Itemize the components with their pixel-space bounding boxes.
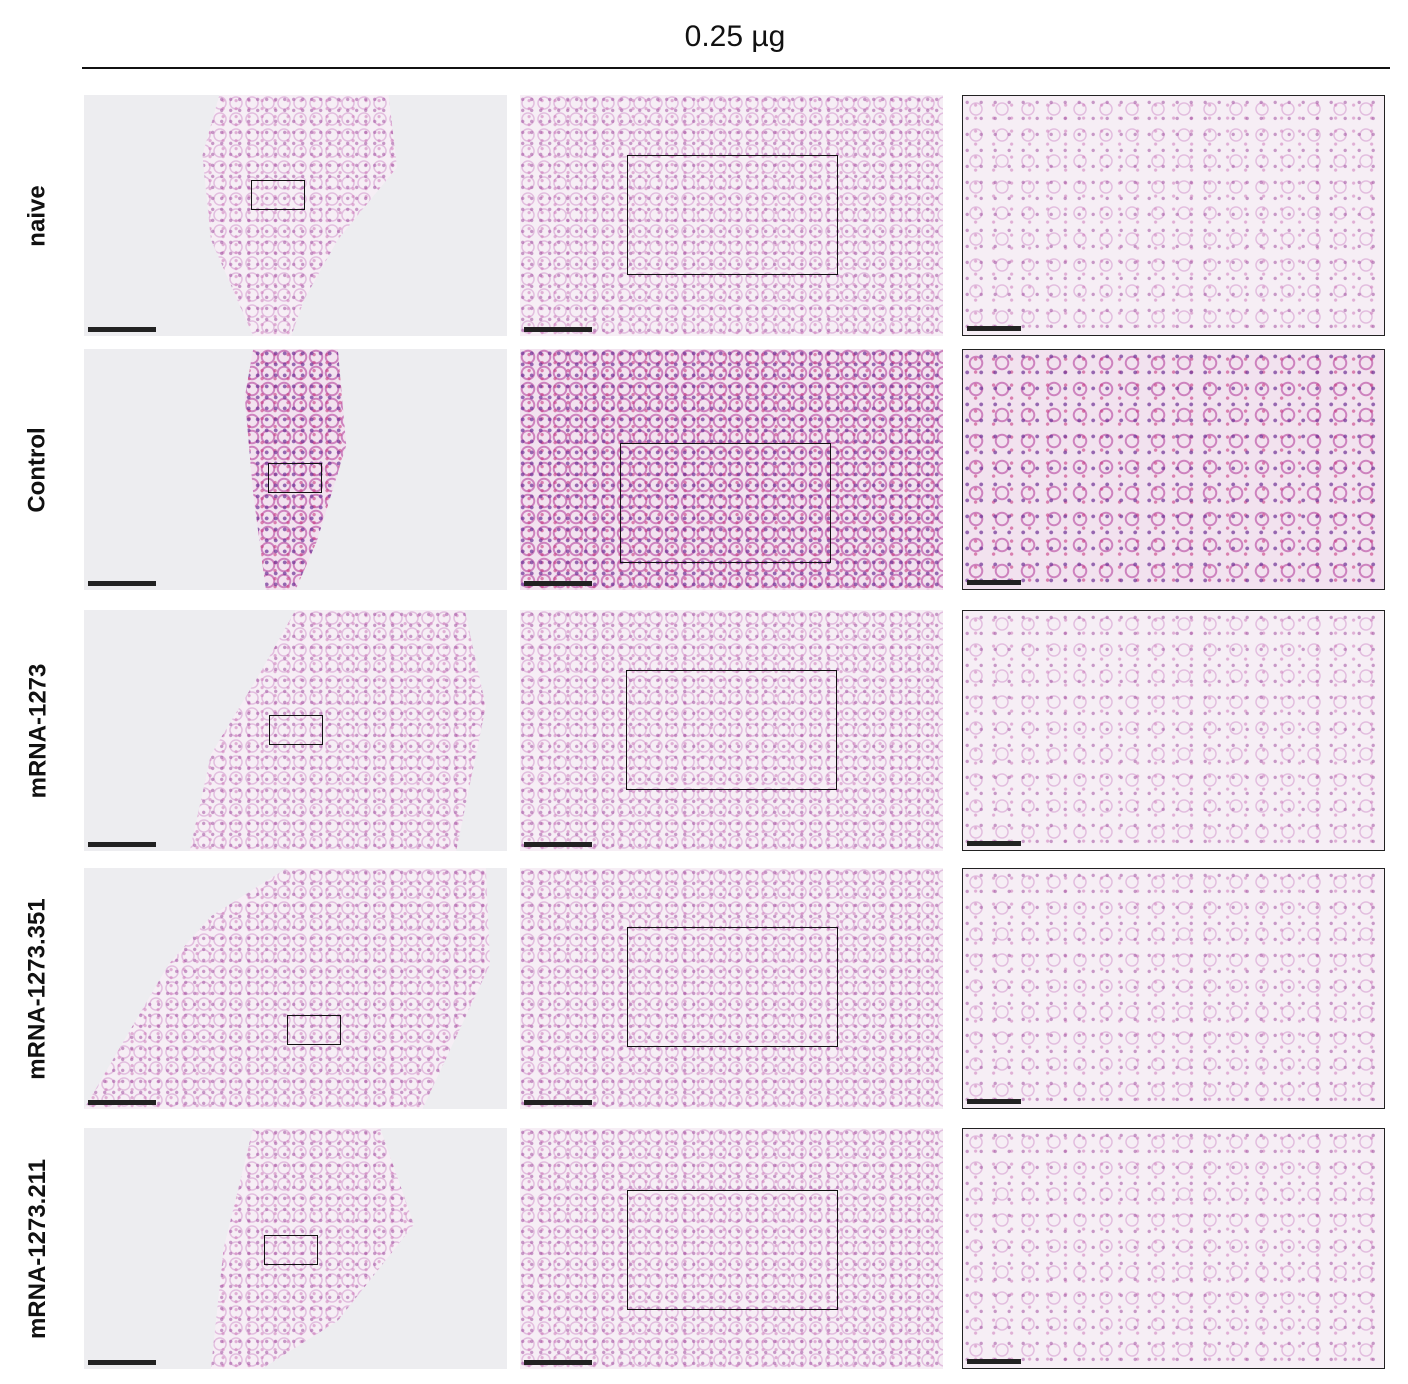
row-label-text: mRNA-1273.351	[24, 897, 51, 1080]
row-label: naive	[10, 95, 66, 336]
scale-bar	[524, 1360, 592, 1365]
micrograph-zoom-2	[962, 349, 1385, 590]
micrograph-zoom-2	[962, 1128, 1385, 1369]
scale-bar	[524, 327, 592, 332]
micrograph-zoom-1	[520, 1128, 943, 1369]
zoom-region-box	[627, 155, 838, 275]
micrograph-zoom-1	[520, 610, 943, 851]
scale-bar	[88, 1100, 156, 1105]
scale-bar	[967, 841, 1021, 846]
scale-bar	[524, 842, 592, 847]
lung-tissue	[202, 95, 398, 336]
micrograph-zoom-1	[520, 95, 943, 336]
zoom-region-box	[264, 1235, 318, 1265]
zoom-region-box	[268, 463, 322, 493]
scale-bar	[88, 842, 156, 847]
zoom-region-box	[627, 927, 838, 1047]
row-label: Control	[10, 349, 66, 590]
micrograph-zoom-2	[962, 868, 1385, 1109]
scale-bar	[88, 581, 156, 586]
lung-tissue	[84, 868, 491, 1109]
zoom-region-box	[627, 1190, 838, 1310]
micrograph-zoom-1	[520, 868, 943, 1109]
scale-bar	[967, 1099, 1021, 1104]
micrograph-zoom-2	[962, 610, 1385, 851]
row-label-text: naive	[24, 184, 51, 247]
scale-bar	[967, 580, 1021, 585]
scale-bar	[524, 581, 592, 586]
zoom-region-box	[269, 715, 323, 745]
micrograph-overview	[84, 349, 507, 590]
scale-bar	[88, 1360, 156, 1365]
lung-tissue	[210, 1128, 414, 1369]
scale-bar	[88, 327, 156, 332]
zoom-region-box	[287, 1015, 341, 1045]
micrograph-zoom-1	[520, 349, 943, 590]
micrograph-overview	[84, 1128, 507, 1369]
scale-bar	[967, 1359, 1021, 1364]
micrograph-overview	[84, 95, 507, 336]
scale-bar	[967, 326, 1021, 331]
scale-bar	[524, 1100, 592, 1105]
dose-title: 0.25 µg	[684, 20, 786, 53]
row-label-text: mRNA-1273	[24, 663, 51, 798]
micrograph-overview	[84, 610, 507, 851]
zoom-region-box	[620, 443, 831, 563]
title-rule	[82, 67, 1390, 69]
row-label: mRNA-1273	[10, 610, 66, 851]
row-label: mRNA-1273.351	[10, 868, 66, 1109]
row-label-text: mRNA-1273.211	[24, 1158, 52, 1339]
zoom-region-box	[251, 180, 305, 210]
zoom-region-box	[626, 670, 837, 790]
row-label-text: Control	[24, 426, 51, 513]
micrograph-overview	[84, 868, 507, 1109]
row-label: mRNA-1273.211	[10, 1128, 66, 1369]
micrograph-zoom-2	[962, 95, 1385, 336]
